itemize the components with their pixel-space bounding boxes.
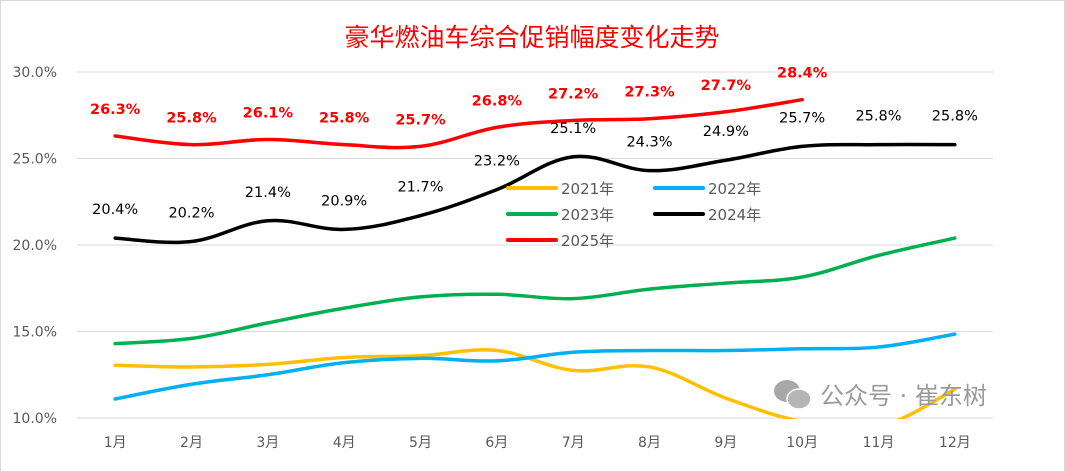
legend-label: 2021年 <box>561 180 614 198</box>
series-line-2022年 <box>113 332 957 401</box>
y-tick-label: 25.0% <box>13 152 57 168</box>
x-tick-label: 2月 <box>180 435 203 451</box>
legend-label: 2023年 <box>561 206 614 224</box>
data-label: 27.3% <box>624 85 675 101</box>
x-tick-label: 11月 <box>863 435 895 451</box>
data-label: 25.8% <box>166 111 217 127</box>
data-label: 25.7% <box>395 112 446 128</box>
data-label: 28.4% <box>777 66 828 82</box>
data-label: 26.1% <box>243 105 294 121</box>
data-label: 20.9% <box>321 193 367 209</box>
x-tick-label: 1月 <box>104 435 127 451</box>
legend-label: 2022年 <box>708 180 761 198</box>
x-tick-label: 12月 <box>939 435 971 451</box>
data-label: 20.2% <box>168 206 214 222</box>
series-line-2021年 <box>113 348 957 419</box>
data-label: 25.8% <box>319 111 370 127</box>
data-label: 27.7% <box>701 78 752 94</box>
data-label: 20.4% <box>92 202 138 218</box>
x-tick-label: 5月 <box>409 435 432 451</box>
data-label: 25.7% <box>779 110 825 126</box>
data-label: 26.8% <box>472 93 523 109</box>
legend-label: 2024年 <box>708 206 761 224</box>
watermark: 公众号 · 崔东树 <box>774 380 987 410</box>
data-label: 24.9% <box>703 124 749 140</box>
y-tick-label: 15.0% <box>13 325 57 341</box>
series-line-2023年 <box>113 236 957 346</box>
x-tick-label: 3月 <box>256 435 279 451</box>
series-line-2024年 <box>113 142 957 245</box>
data-label: 27.2% <box>548 86 599 102</box>
y-tick-label: 20.0% <box>13 238 57 254</box>
data-label: 23.2% <box>474 154 520 170</box>
series-line-2025年 <box>113 97 804 150</box>
data-label: 25.1% <box>550 121 596 137</box>
data-label: 26.3% <box>90 102 141 118</box>
x-tick-label: 7月 <box>562 435 585 451</box>
data-label: 25.8% <box>932 109 978 125</box>
x-tick-label: 10月 <box>786 435 818 451</box>
data-label: 24.3% <box>626 135 672 151</box>
data-label: 25.8% <box>855 109 901 125</box>
data-label: 21.4% <box>245 185 291 201</box>
x-tick-label: 8月 <box>638 435 661 451</box>
wechat-icon <box>774 380 812 410</box>
y-tick-label: 10.0% <box>13 411 57 427</box>
watermark-text: 公众号 · 崔东树 <box>820 382 987 410</box>
x-tick-label: 6月 <box>485 435 508 451</box>
data-label: 21.7% <box>397 180 443 196</box>
x-tick-label: 4月 <box>333 435 356 451</box>
chart-title: 豪华燃油车综合促销幅度变化走势 <box>344 23 719 52</box>
y-tick-label: 30.0% <box>13 65 57 81</box>
legend-label: 2025年 <box>561 232 614 250</box>
x-tick-label: 9月 <box>714 435 737 451</box>
